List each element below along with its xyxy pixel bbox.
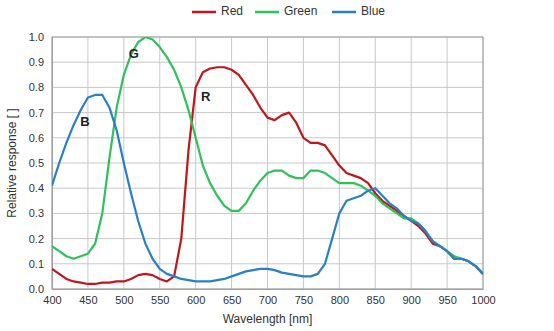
- tick-label: 0.1: [29, 258, 44, 270]
- x-axis-title: Wavelength [nm]: [223, 312, 313, 326]
- legend-label: Blue: [361, 4, 385, 18]
- tick-label: 750: [295, 294, 313, 306]
- tick: 450: [79, 289, 97, 306]
- tick: 0.3: [29, 207, 52, 219]
- legend: Red Green Blue: [192, 4, 385, 18]
- tick: 0.1: [29, 258, 52, 270]
- tick: 550: [151, 289, 169, 306]
- tick-label: 900: [402, 294, 420, 306]
- tick-label: 800: [331, 294, 349, 306]
- tick: 0.8: [29, 81, 52, 93]
- tick-label: 450: [79, 294, 97, 306]
- annotation: B: [80, 114, 89, 129]
- grid: [52, 37, 483, 289]
- tick: 900: [402, 289, 420, 306]
- tick-label: 650: [223, 294, 241, 306]
- tick-label: 550: [151, 294, 169, 306]
- tick: 950: [438, 289, 456, 306]
- tick-label: 0.9: [29, 56, 44, 68]
- x-axis: 400 450 500 550 600 650 700 750 800 850 900 950 1000: [43, 289, 495, 306]
- tick: 0.2: [29, 233, 52, 245]
- tick-label: 700: [259, 294, 277, 306]
- legend-item: Blue: [332, 4, 385, 18]
- grid-line: [52, 263, 483, 264]
- tick: 400: [43, 289, 61, 306]
- tick: 1000: [471, 289, 495, 306]
- y-axis-title: Relative response [ ]: [5, 108, 19, 217]
- legend-label: Red: [221, 4, 243, 18]
- tick-label: 0.4: [29, 182, 44, 194]
- tick-label: 500: [115, 294, 133, 306]
- grid-line: [52, 238, 483, 239]
- plot-frame: [52, 37, 483, 289]
- tick-label: 1000: [471, 294, 495, 306]
- legend-swatch: [192, 11, 216, 14]
- annotation: G: [129, 46, 139, 61]
- tick-label: 0.2: [29, 233, 44, 245]
- series-group: [52, 37, 483, 284]
- chart: 400 450 500 550 600 650 700 750 800 850 900 950 1000…: [0, 0, 554, 331]
- legend-label: Green: [284, 4, 317, 18]
- tick: 1.0: [29, 31, 52, 43]
- legend-item: Green: [255, 4, 317, 18]
- tick-label: 0.7: [29, 107, 44, 119]
- tick: 0.4: [29, 182, 52, 194]
- grid-line: [52, 213, 483, 214]
- grid-line: [52, 137, 483, 138]
- tick: 0.9: [29, 56, 52, 68]
- tick-label: 400: [43, 294, 61, 306]
- tick: 750: [295, 289, 313, 306]
- grid-line: [52, 188, 483, 189]
- tick-label: 0.5: [29, 157, 44, 169]
- grid-line: [52, 163, 483, 164]
- tick: 700: [259, 289, 277, 306]
- legend-item: Red: [192, 4, 243, 18]
- legend-swatch: [332, 11, 356, 14]
- series-line: [52, 37, 483, 274]
- tick: 500: [115, 289, 133, 306]
- axis-line: [52, 38, 53, 290]
- tick: 0.5: [29, 157, 52, 169]
- tick: 650: [223, 289, 241, 306]
- y-axis: 0.0 0.1 0.2 0.3 0.4 0.5 0.6 0.7 0.8 0.9 1.0: [29, 31, 53, 295]
- series-line: [52, 95, 483, 281]
- tick-label: 950: [438, 294, 456, 306]
- tick-label: 0.3: [29, 207, 44, 219]
- tick: 850: [367, 289, 385, 306]
- tick-label: 0.0: [29, 283, 44, 295]
- tick: 0.7: [29, 107, 52, 119]
- grid-line: [52, 87, 483, 88]
- annotation: R: [201, 89, 211, 104]
- tick: 600: [187, 289, 205, 306]
- tick-label: 850: [367, 294, 385, 306]
- series-line: [52, 67, 483, 284]
- tick: 800: [331, 289, 349, 306]
- tick: 0.0: [29, 283, 52, 295]
- tick-label: 1.0: [29, 31, 44, 43]
- grid-line: [52, 62, 483, 63]
- tick-label: 600: [187, 294, 205, 306]
- tick: 0.6: [29, 132, 52, 144]
- tick-label: 0.6: [29, 132, 44, 144]
- axis-line: [53, 289, 484, 290]
- tick-label: 0.8: [29, 81, 44, 93]
- legend-swatch: [255, 11, 279, 14]
